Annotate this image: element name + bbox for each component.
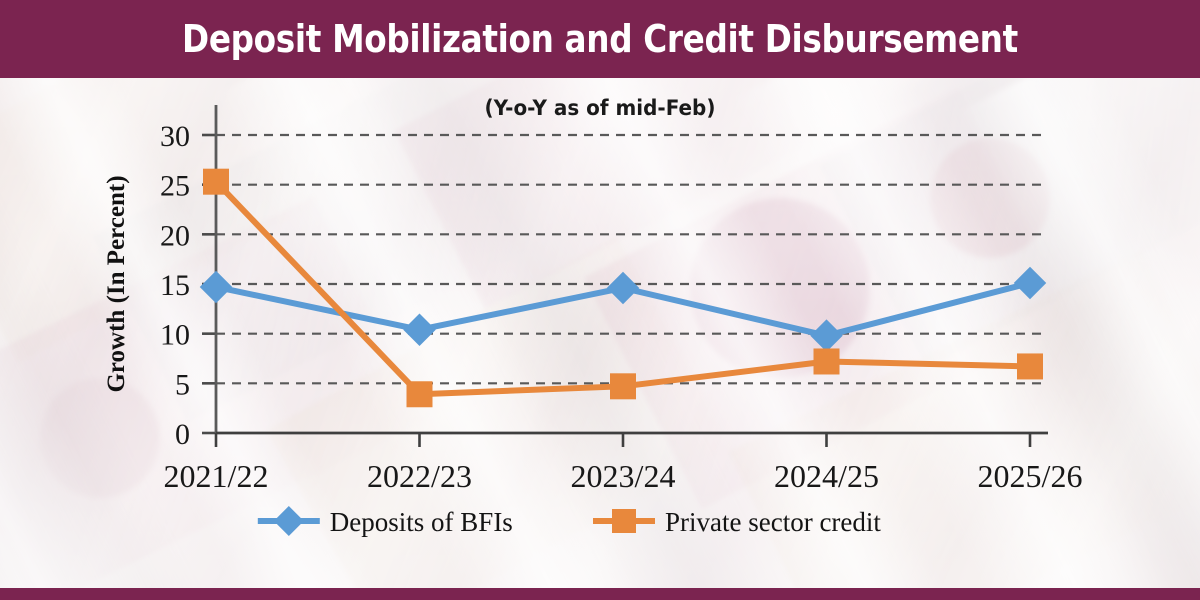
y-tick-labels: 0 5 10 15 20 25 30 (160, 120, 190, 451)
line-chart: 0 5 10 15 20 25 30 2021/22 2022/23 2023/24 2024/2… (103, 105, 1083, 537)
y-tick-label: 20 (160, 219, 190, 252)
legend-item[interactable]: Private sector credit (593, 507, 881, 537)
y-tick-label: 5 (175, 368, 190, 401)
legend-item-label: Deposits of BFIs (330, 507, 513, 537)
header-band: Deposit Mobilization and Credit Disburse… (0, 0, 1200, 78)
y-tick-label: 30 (160, 120, 190, 153)
chart-container: 0 5 10 15 20 25 30 2021/22 2022/23 2023/24 2024/2… (0, 78, 1200, 588)
y-tick-label: 15 (160, 269, 190, 302)
legend-marker-square-icon (612, 509, 636, 533)
x-tick-label: 2022/23 (367, 458, 472, 494)
data-point-marker (403, 313, 436, 346)
gridlines-group (216, 133, 1048, 385)
chart-subtitle: (Y-o-Y as of mid-Feb) (484, 96, 716, 120)
data-point-marker (1013, 266, 1047, 300)
legend-item-label: Private sector credit (665, 507, 881, 537)
data-series-group (199, 168, 1047, 408)
chart-legend: Deposits of BFIs Private sector credit (257, 506, 881, 537)
legend-marker-diamond-icon (273, 506, 304, 536)
y-tick-label: 10 (160, 319, 190, 352)
data-point-marker (813, 348, 840, 375)
x-tick-label: 2023/24 (571, 458, 676, 494)
y-axis-title: Growth (In Percent) (103, 175, 130, 392)
footer-band (0, 588, 1200, 600)
data-point-marker (610, 373, 636, 400)
x-tick-label: 2021/22 (164, 458, 269, 494)
x-tick-label: 2025/26 (978, 458, 1083, 494)
y-axis-title-label: Growth (In Percent) (103, 175, 130, 392)
y-tick-label: 25 (160, 170, 190, 203)
data-point-marker (406, 381, 433, 408)
x-tick-labels: 2021/22 2022/23 2023/24 2024/25 2025/26 (164, 458, 1083, 494)
data-point-marker (199, 270, 233, 304)
y-tick-label: 0 (175, 418, 190, 451)
legend-item[interactable]: Deposits of BFIs (257, 506, 513, 537)
data-point-marker (606, 271, 640, 305)
axes-group (202, 105, 1048, 447)
x-tick-label: 2024/25 (774, 458, 879, 494)
data-point-marker (1017, 353, 1043, 380)
data-point-marker (203, 168, 229, 195)
page-title: Deposit Mobilization and Credit Disburse… (182, 17, 1018, 61)
data-point-marker (810, 319, 843, 352)
